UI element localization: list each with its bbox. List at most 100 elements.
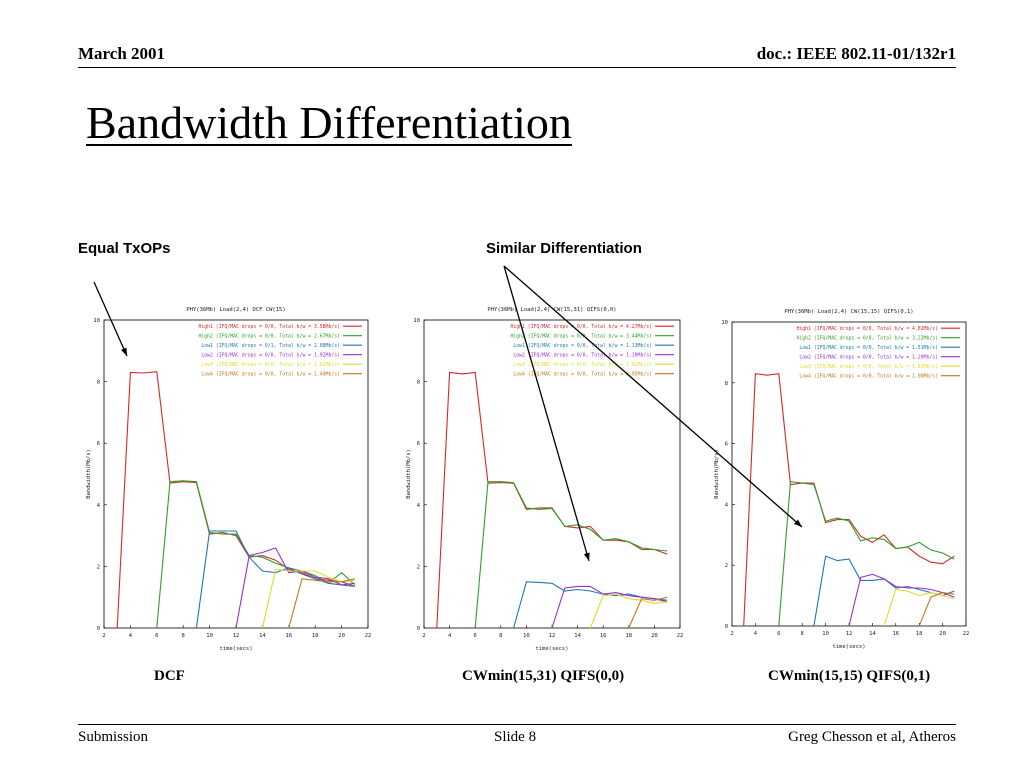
- legend-entry: High1 (IFQ/MAC drops = 0/0, Total b/w = …: [510, 324, 652, 330]
- plot-dcf: PHY(36Mb) Load(2,4) DCF CW(15) 2 4 6 8 10 12 14…: [84, 294, 378, 662]
- x-tick-label: 2: [422, 633, 425, 639]
- x-tick-label: 14: [869, 631, 876, 637]
- x-tick-label: 10: [206, 633, 213, 639]
- x-tick-label: 4: [129, 633, 133, 639]
- header-rule: [78, 67, 956, 68]
- series-line: [848, 573, 955, 627]
- y-tick-label: 8: [97, 380, 100, 386]
- x-tick-label: 8: [801, 631, 804, 637]
- caption-cw-15-31: CWmin(15,31) QIFS(0,0): [462, 668, 625, 684]
- legend-entry: Low2 (IFQ/MAC drops = 0/0, Total b/w = 1…: [513, 353, 652, 359]
- caption-dcf: DCF: [154, 668, 185, 684]
- y-tick-label: 2: [97, 564, 100, 570]
- x-tick-label: 14: [574, 633, 581, 639]
- y-tick-label: 0: [725, 624, 728, 630]
- x-tick-label: 18: [625, 633, 632, 639]
- chart-title: PHY(36Mb) Load(2,4) DCF CW(15): [186, 307, 285, 313]
- y-tick-label: 4: [417, 503, 421, 509]
- x-tick-label: 4: [448, 633, 452, 639]
- series-line: [778, 480, 955, 627]
- x-tick-label: 2: [730, 631, 733, 637]
- legend-entry: High1 (IFQ/MAC drops = 0/0, Total b/w = …: [198, 324, 340, 330]
- y-tick-label: 6: [97, 441, 100, 447]
- legend-entry: High1 (IFQ/MAC drops = 0/0, Total b/w = …: [796, 326, 938, 332]
- plot-frame: [103, 319, 369, 629]
- x-tick-label: 20: [338, 633, 345, 639]
- y-tick-label: 10: [721, 320, 728, 326]
- legend-entry: Low3 (IFQ/MAC drops = 0/0, Total b/w = 1…: [201, 362, 340, 368]
- header-date: March 2001: [78, 44, 166, 63]
- plot-cw-15-15-svg: PHY(36Mb) Load(2,4) CW(15,15) QIFS(0,1) 2…: [714, 309, 970, 650]
- x-axis-label: time(secs): [832, 644, 865, 650]
- y-tick-label: 4: [97, 503, 101, 509]
- series-line: [918, 592, 955, 627]
- series-line: [156, 480, 356, 629]
- x-tick-label: 4: [754, 631, 758, 637]
- x-tick-label: 18: [312, 633, 319, 639]
- legend-entry: High2 (IFQ/MAC drops = 0/0, Total b/w = …: [796, 336, 938, 342]
- series-line: [628, 596, 668, 629]
- y-tick-label: 2: [725, 563, 728, 569]
- legend-entry: High2 (IFQ/MAC drops = 0/0, Total b/w = …: [198, 334, 340, 340]
- x-tick-label: 10: [523, 633, 530, 639]
- legend-entry: Low1 (IFQ/MAC drops = 0/0, Total b/w = 1…: [513, 343, 652, 349]
- x-tick-label: 2: [102, 633, 105, 639]
- legend-entry: Low4 (IFQ/MAC drops = 0/0, Total b/w = 1…: [201, 372, 340, 378]
- x-tick-label: 12: [233, 633, 240, 639]
- x-axis-label: time(secs): [219, 646, 252, 652]
- header-doc-id: doc.: IEEE 802.11-01/132r1: [756, 44, 956, 63]
- footer-rule: [78, 724, 956, 725]
- legend-entry: Low2 (IFQ/MAC drops = 0/0, Total b/w = 1…: [799, 355, 938, 361]
- equal-txops-annotation: Equal TxOPs: [78, 240, 171, 257]
- x-tick-label: 16: [285, 633, 292, 639]
- y-tick-label: 10: [93, 318, 100, 324]
- y-tick-label: 8: [417, 380, 420, 386]
- footer-submission: Submission: [78, 729, 149, 745]
- series-line: [261, 568, 355, 629]
- y-axis-label: Bandwidth(Mb/s): [406, 449, 412, 499]
- y-tick-label: 6: [725, 442, 728, 448]
- plot-dcf-svg: PHY(36Mb) Load(2,4) DCF CW(15) 2 4 6 8 10 12 14…: [86, 307, 371, 652]
- legend-entry: Low2 (IFQ/MAC drops = 0/0, Total b/w = 1…: [201, 353, 340, 359]
- x-tick-label: 6: [474, 633, 477, 639]
- plot-cw-15-31: PHY(36Mb) Load(2,4) CW(15,31) QIFS(0,0) 2…: [404, 294, 694, 662]
- legend-entry: Low3 (IFQ/MAC drops = 0/0, Total b/w = 1…: [799, 364, 938, 370]
- legend-entry: High2 (IFQ/MAC drops = 0/0, Total b/w = …: [510, 334, 652, 340]
- slide-title: Bandwidth Differentiation: [86, 97, 572, 148]
- y-tick-label: 0: [417, 626, 420, 632]
- plot-cw-15-15: PHY(36Mb) Load(2,4) CW(15,15) QIFS(0,1) 2…: [708, 292, 974, 664]
- y-tick-label: 2: [417, 564, 420, 570]
- legend-entry: Low4 (IFQ/MAC drops = 0/0, Total b/w = 0…: [513, 372, 652, 378]
- legend-entry: Low1 (IFQ/MAC drops = 0/1, Total b/w = 2…: [201, 343, 340, 349]
- series-line: [883, 588, 955, 627]
- caption-cw-15-15: CWmin(15,15) QIFS(0,1): [768, 668, 931, 684]
- x-tick-label: 10: [822, 631, 829, 637]
- x-tick-label: 18: [916, 631, 923, 637]
- y-tick-label: 4: [725, 502, 729, 508]
- legend-entry: Low3 (IFQ/MAC drops = 0/0, Total b/w = 1…: [513, 362, 652, 368]
- y-tick-label: 10: [413, 318, 420, 324]
- plot-cw-15-31-svg: PHY(36Mb) Load(2,4) CW(15,31) QIFS(0,0) 2…: [406, 307, 684, 652]
- y-tick-label: 8: [725, 381, 728, 387]
- x-tick-label: 6: [777, 631, 780, 637]
- legend-entry: Low1 (IFQ/MAC drops = 0/0, Total b/w = 1…: [799, 345, 938, 351]
- series-line: [288, 578, 355, 629]
- x-tick-label: 12: [549, 633, 556, 639]
- x-tick-label: 22: [677, 633, 684, 639]
- footer-slide-number: Slide 8: [494, 729, 537, 745]
- legend-entry: Low4 (IFQ/MAC drops = 0/0, Total b/w = 1…: [799, 374, 938, 380]
- x-tick-label: 22: [963, 631, 970, 637]
- x-tick-label: 16: [600, 633, 607, 639]
- y-tick-label: 6: [417, 441, 420, 447]
- x-tick-label: 12: [846, 631, 853, 637]
- series-line: [589, 593, 668, 629]
- similar-differentiation-annotation: Similar Differentiation: [486, 240, 642, 257]
- x-tick-label: 6: [155, 633, 158, 639]
- series-line: [195, 530, 355, 629]
- x-tick-label: 16: [892, 631, 899, 637]
- chart-title: PHY(36Mb) Load(2,4) CW(15,31) QIFS(0,0): [487, 307, 616, 313]
- x-tick-label: 14: [259, 633, 266, 639]
- y-axis-label: Bandwidth(Mb/s): [86, 449, 92, 499]
- x-tick-label: 20: [651, 633, 658, 639]
- x-tick-label: 8: [499, 633, 502, 639]
